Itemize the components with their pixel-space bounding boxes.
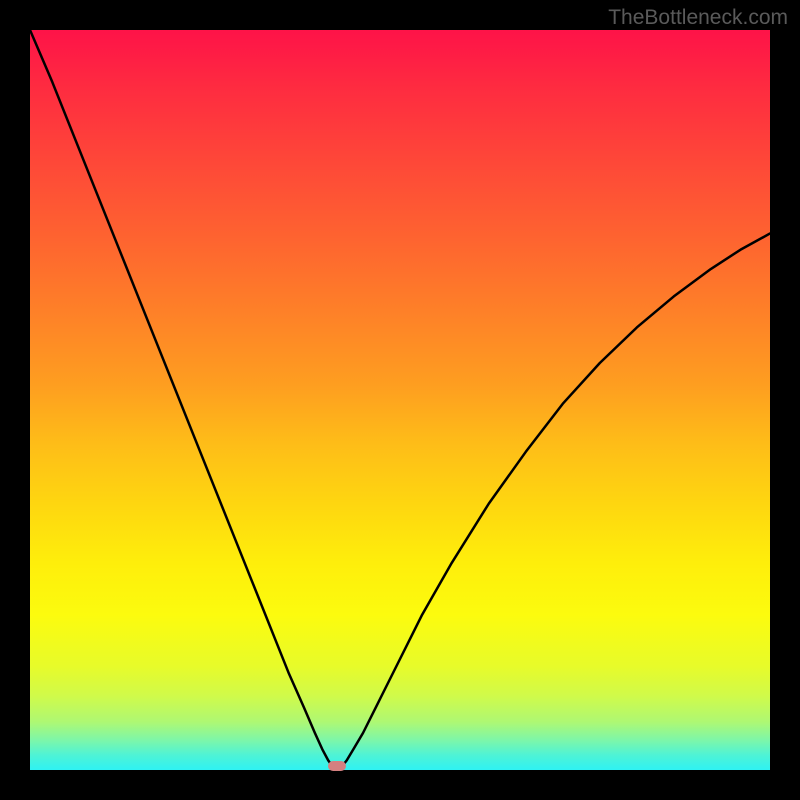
gradient-background: [30, 30, 770, 770]
plot-area: [30, 30, 770, 770]
watermark-text: TheBottleneck.com: [608, 6, 788, 30]
minimum-marker: [328, 761, 346, 771]
